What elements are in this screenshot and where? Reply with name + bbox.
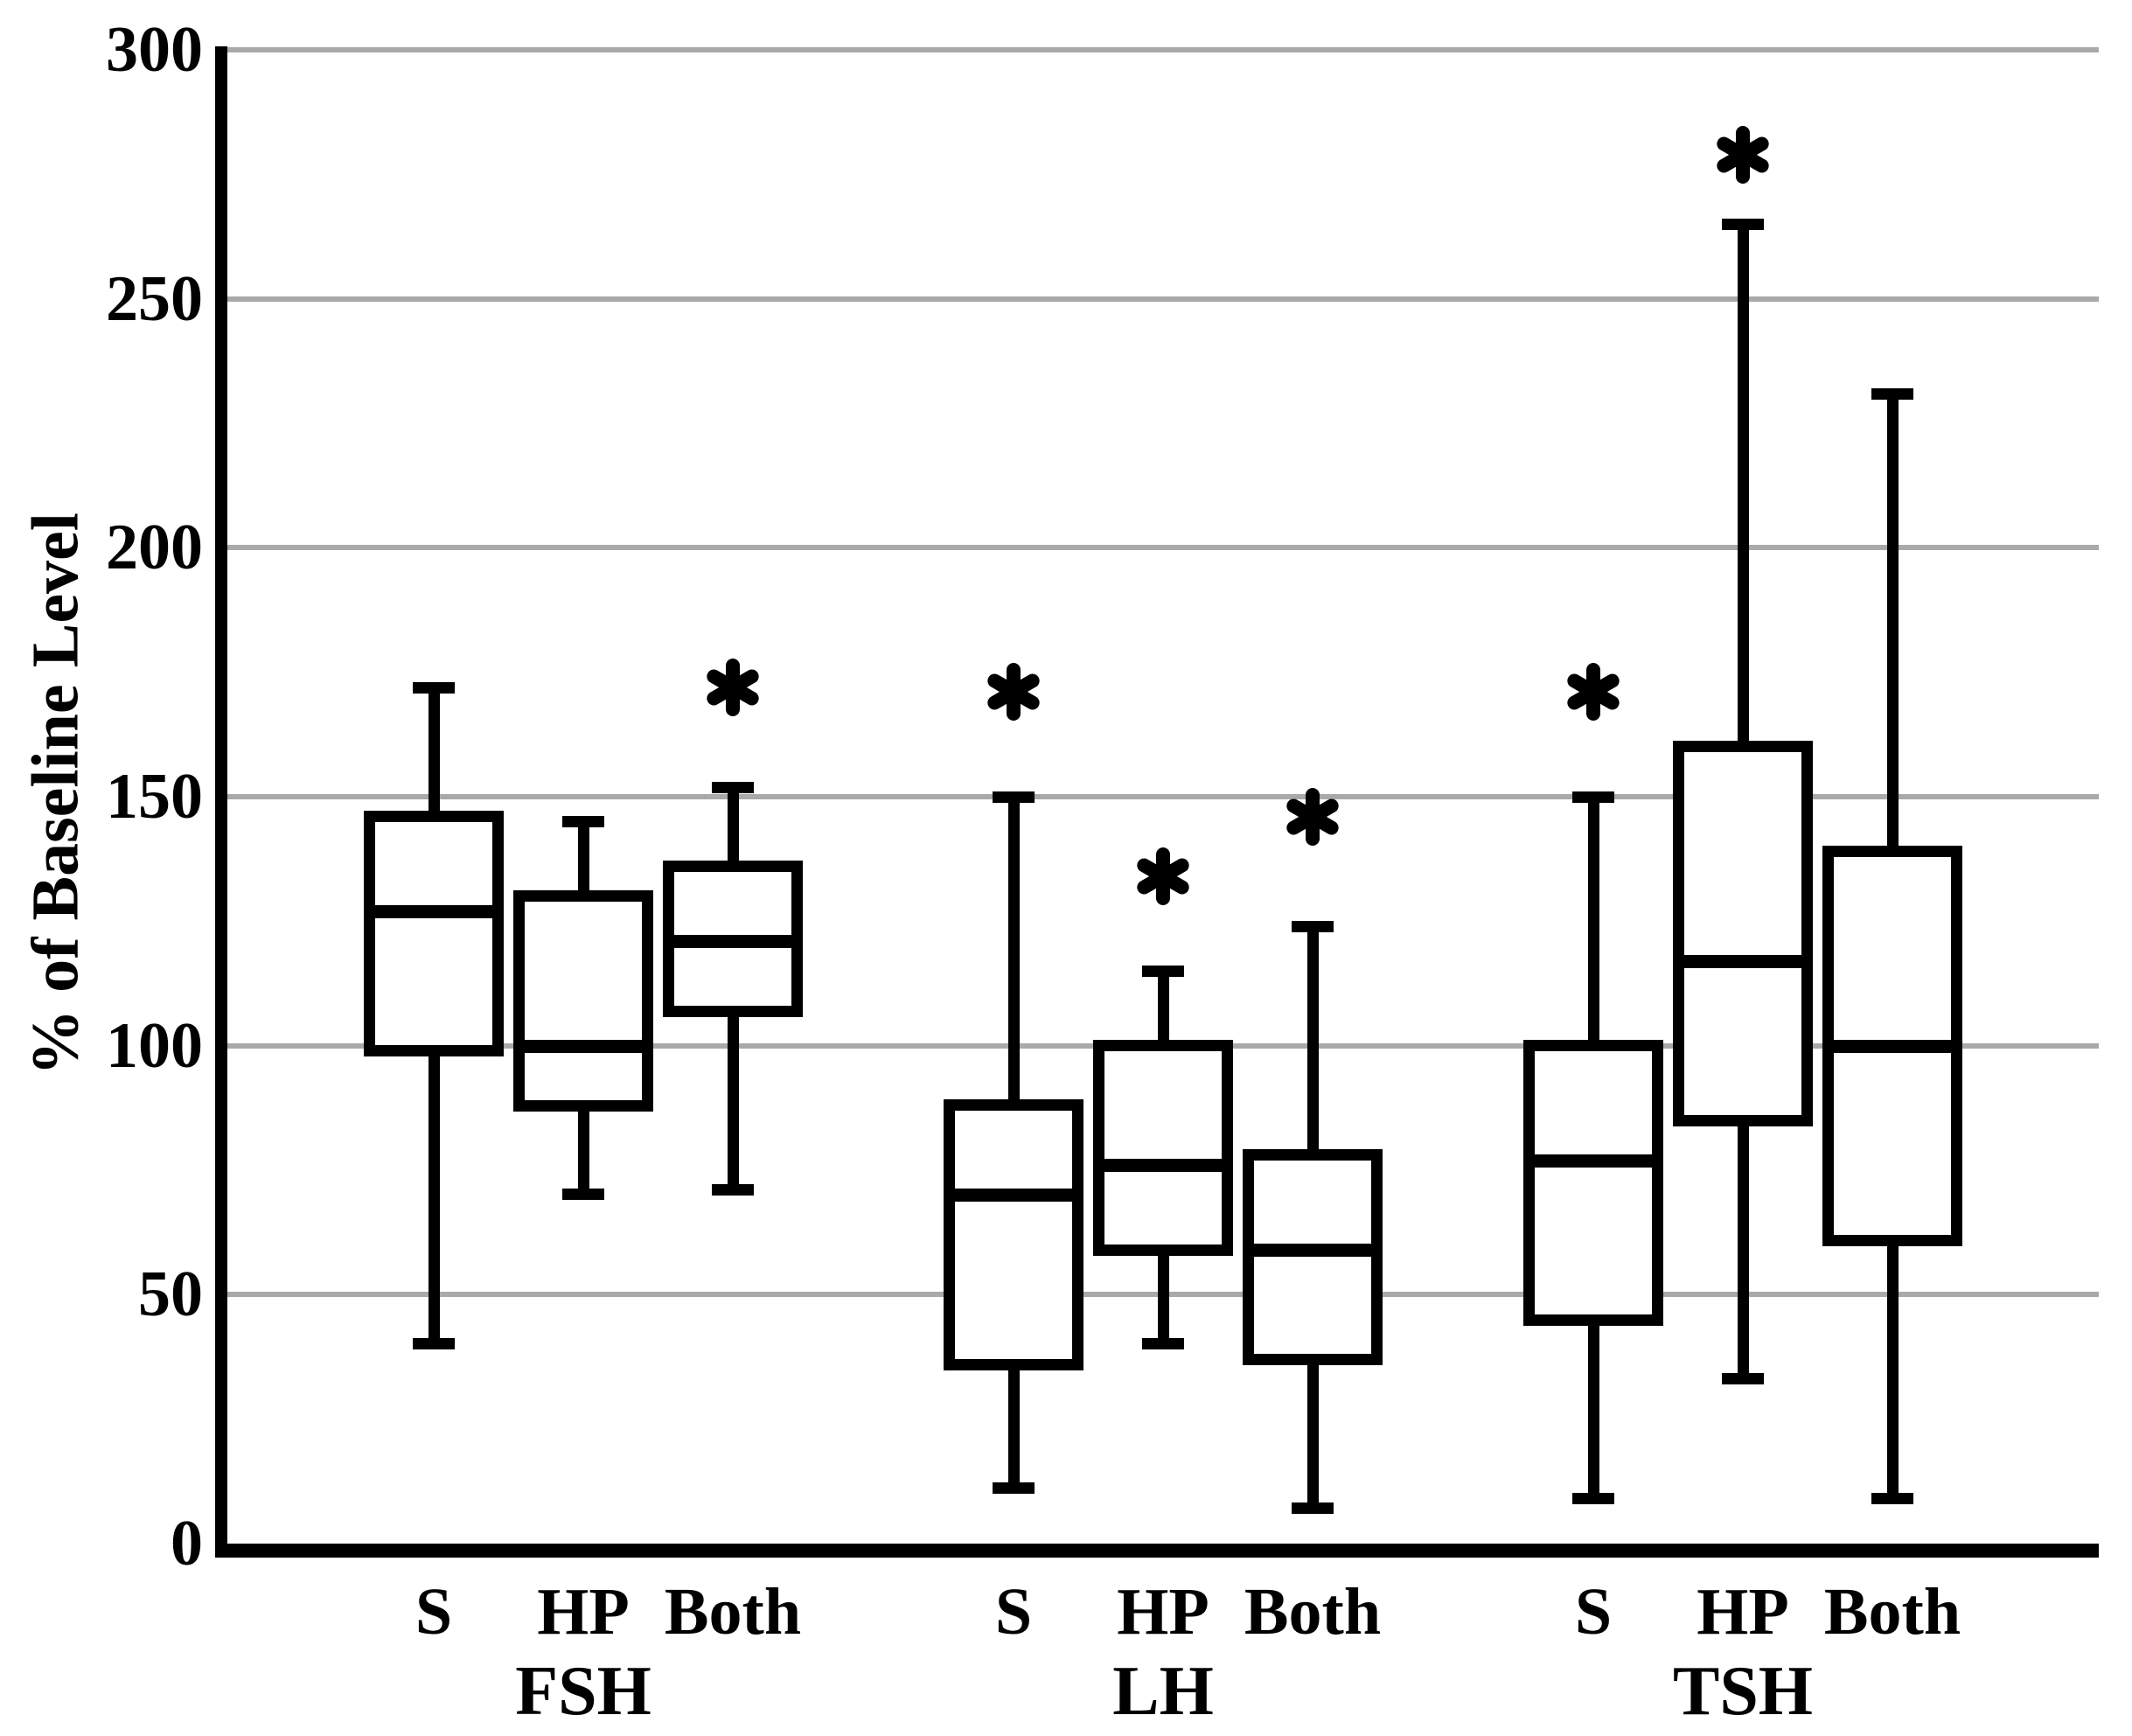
box-LH-HP — [1093, 1039, 1233, 1257]
median-line-FSH-Both — [663, 935, 803, 949]
gridline-150 — [220, 794, 2099, 799]
whisker-cap-bottom-FSH-Both — [712, 1183, 754, 1196]
group-label-LH: LH — [1112, 1653, 1214, 1730]
category-label-TSH-Both: Both — [1823, 1575, 1961, 1649]
whisker-cap-top-TSH-S — [1572, 791, 1614, 803]
significance-asterisk-LH-HP — [1134, 847, 1192, 906]
whisker-cap-top-LH-S — [993, 791, 1035, 803]
whisker-cap-top-FSH-Both — [712, 781, 754, 793]
category-label-FSH-Both: Both — [664, 1575, 802, 1649]
whisker-cap-bottom-TSH-Both — [1871, 1492, 1913, 1504]
gridline-200 — [220, 545, 2099, 551]
whisker-cap-top-FSH-HP — [562, 816, 604, 828]
y-tick-label-0: 0 — [171, 1508, 203, 1579]
box-LH-Both — [1243, 1148, 1383, 1366]
significance-asterisk-LH-Both — [1284, 787, 1341, 846]
group-label-FSH: FSH — [515, 1653, 651, 1730]
whisker-cap-top-TSH-HP — [1722, 219, 1764, 231]
box-LH-S — [944, 1098, 1083, 1371]
gridline-300 — [220, 47, 2099, 52]
category-label-TSH-S: S — [1574, 1575, 1613, 1649]
box-TSH-S — [1523, 1039, 1663, 1326]
whisker-cap-bottom-LH-Both — [1292, 1502, 1334, 1515]
y-tick-label-300: 300 — [106, 14, 203, 86]
group-label-TSH: TSH — [1672, 1653, 1814, 1730]
significance-asterisk-TSH-HP — [1714, 125, 1772, 184]
whisker-cap-top-LH-Both — [1292, 921, 1334, 933]
median-line-TSH-S — [1523, 1154, 1663, 1168]
whisker-cap-bottom-FSH-HP — [562, 1189, 604, 1201]
median-line-TSH-Both — [1822, 1039, 1962, 1053]
y-tick-label-200: 200 — [106, 512, 203, 584]
gridline-250 — [220, 296, 2099, 302]
median-line-LH-S — [944, 1189, 1083, 1203]
whisker-cap-top-LH-HP — [1142, 966, 1184, 978]
box-TSH-HP — [1673, 741, 1813, 1127]
y-tick-label-250: 250 — [106, 262, 203, 335]
y-tick-label-100: 100 — [106, 1009, 203, 1082]
y-tick-label-50: 50 — [138, 1258, 203, 1331]
significance-asterisk-LH-S — [985, 663, 1042, 722]
whisker-cap-bottom-TSH-S — [1572, 1492, 1614, 1504]
median-line-FSH-S — [364, 904, 504, 918]
x-axis-line — [215, 1544, 2099, 1558]
category-label-LH-S: S — [994, 1575, 1033, 1649]
category-label-LH-Both: Both — [1244, 1575, 1382, 1649]
category-label-FSH-HP: HP — [537, 1575, 630, 1649]
category-label-LH-HP: HP — [1117, 1575, 1209, 1649]
category-label-FSH-S: S — [415, 1575, 453, 1649]
whisker-cap-bottom-FSH-S — [413, 1338, 455, 1350]
median-line-FSH-HP — [513, 1039, 653, 1053]
y-tick-label-150: 150 — [106, 761, 203, 833]
box-FSH-S — [364, 810, 504, 1057]
median-line-LH-Both — [1243, 1244, 1383, 1258]
whisker-cap-bottom-LH-S — [993, 1482, 1035, 1495]
whisker-cap-bottom-TSH-HP — [1722, 1373, 1764, 1385]
median-line-LH-HP — [1093, 1159, 1233, 1173]
significance-asterisk-FSH-Both — [704, 658, 762, 716]
whisker-cap-top-TSH-Both — [1871, 387, 1913, 400]
box-FSH-HP — [513, 889, 653, 1112]
whisker-cap-top-FSH-S — [413, 681, 455, 694]
whisker-cap-bottom-LH-HP — [1142, 1338, 1184, 1350]
significance-asterisk-TSH-S — [1564, 663, 1622, 722]
category-label-TSH-HP: HP — [1697, 1575, 1789, 1649]
y-axis-line — [215, 46, 227, 1558]
median-line-TSH-HP — [1673, 954, 1813, 968]
